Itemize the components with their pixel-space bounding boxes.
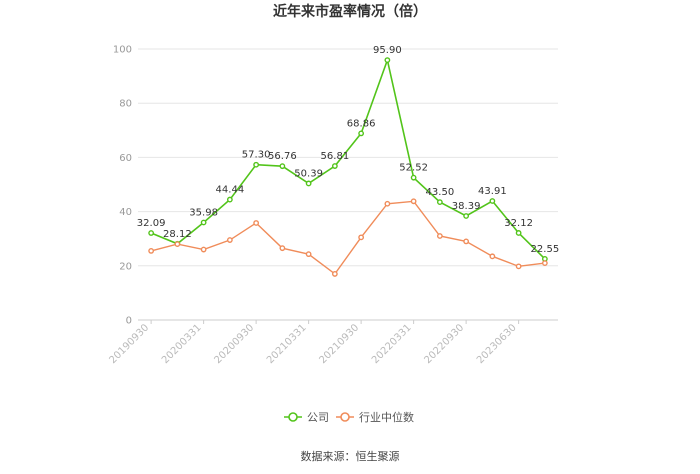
data-point [305, 251, 312, 258]
x-axis: 20190930 20200331 20200930 20210331 20210930… [107, 319, 558, 366]
data-label: 95.90 [373, 45, 402, 56]
data-point [489, 198, 496, 204]
data-point [148, 247, 155, 254]
data-point [436, 233, 443, 239]
x-tick-label: 20210930 [317, 322, 361, 366]
data-label: 43.50 [426, 187, 455, 198]
data-label: 50.39 [294, 168, 323, 179]
data-point [305, 180, 312, 187]
y-tick-label: 40 [119, 207, 132, 218]
y-tick-label: 20 [119, 261, 132, 272]
legend-marker [340, 412, 350, 422]
data-label: 68.86 [347, 118, 376, 129]
legend-marker [288, 412, 298, 422]
data-point [253, 161, 260, 168]
data-point [226, 237, 233, 243]
data-point [279, 163, 286, 170]
data-point [515, 263, 522, 270]
data-point [331, 271, 338, 277]
data-point [463, 238, 470, 245]
data-label: 38.39 [452, 201, 481, 212]
data-point [331, 163, 338, 169]
legend-item[interactable]: 行业中位数 [336, 410, 414, 424]
data-label: 32.09 [137, 218, 166, 229]
data-label: 57.30 [242, 150, 271, 161]
y-tick-label: 100 [113, 45, 132, 56]
data-label: 28.12 [163, 229, 192, 240]
y-tick-label: 80 [119, 99, 132, 110]
data-label: 52.52 [399, 163, 428, 174]
data-label: 43.91 [478, 186, 507, 197]
data-label: 22.55 [531, 244, 560, 255]
data-point [253, 220, 260, 226]
data-point [358, 130, 365, 137]
data-point [515, 230, 522, 236]
data-label: 32.12 [504, 218, 533, 229]
x-tick-label: 20220331 [370, 322, 414, 366]
series-group [148, 57, 548, 277]
data-label: 44.44 [216, 185, 245, 196]
series-line [150, 57, 546, 260]
y-tick-label: 60 [119, 153, 132, 164]
x-tick-label: 20220930 [422, 322, 466, 366]
data-label: 56.81 [321, 151, 350, 162]
data-point [463, 213, 470, 219]
x-tick-label: 20190930 [107, 322, 151, 366]
data-label: 56.76 [268, 151, 297, 162]
legend-item[interactable]: 公司 [284, 411, 329, 424]
grid-lines [138, 48, 558, 267]
x-tick-label: 20230630 [475, 322, 519, 366]
series-line [150, 200, 545, 275]
x-tick-label: 20200930 [212, 322, 256, 366]
data-point [410, 174, 417, 181]
x-tick-label: 20210331 [265, 322, 309, 366]
data-label: 35.98 [189, 207, 218, 218]
chart-title: 近年来市盈率情况（倍） [273, 3, 427, 20]
data-point [200, 246, 207, 253]
legend-label: 公司 [307, 411, 329, 424]
data-point [358, 234, 365, 241]
data-point [174, 241, 181, 248]
data-point [226, 196, 233, 203]
data-point [489, 253, 496, 260]
data-point [384, 200, 391, 207]
x-tick-label: 20200331 [160, 322, 204, 366]
y-tick-label: 0 [126, 316, 132, 327]
data-point [436, 199, 443, 206]
data-point [384, 57, 391, 64]
data-point [148, 230, 155, 236]
data-point [410, 198, 417, 205]
data-point [541, 260, 548, 266]
data-point [279, 245, 286, 252]
legend-label: 行业中位数 [359, 410, 414, 424]
data-point [200, 219, 207, 226]
legend[interactable]: 公司 行业中位数 [284, 410, 414, 424]
y-axis-ticks: 0 20 40 60 80 100 [113, 45, 132, 327]
data-source: 数据来源：恒生聚源 [300, 450, 400, 463]
